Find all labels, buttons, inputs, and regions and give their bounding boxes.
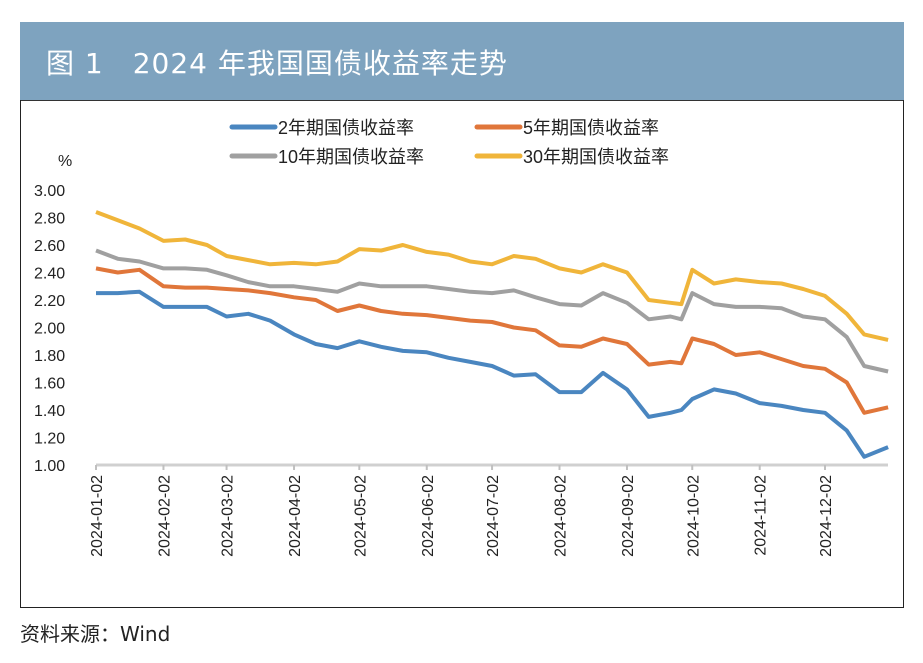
y-unit-label: % [58,153,72,170]
legend: 2年期国债收益率 5年期国债收益率 10年期国债收益率 30年期国债收益率 [229,118,669,167]
y-tick-label: 1.40 [34,403,65,420]
x-tick-label: 2024-07-02 [485,475,502,557]
legend-label: 10年期国债收益率 [278,147,424,167]
x-tick-label: 2024-12-02 [818,475,835,557]
x-tick-label: 2024-09-02 [620,475,637,557]
source-note: 资料来源：Wind [20,622,171,646]
x-axis: 2024-01-02 2024-02-02 2024-03-02 2024-04-02… [89,463,888,557]
y-tick-label: 1.60 [34,376,65,393]
y-tick-label: 2.20 [34,293,65,310]
y-tick-label: 2.80 [34,211,65,228]
chart-frame [20,100,904,608]
x-tick-label: 2024-02-02 [156,475,173,557]
x-tick-label: 2024-08-02 [553,475,570,557]
y-axis: 1.00 1.20 1.40 1.60 1.80 2.00 2.20 2.40 2.60 2.80… [34,183,65,475]
x-tick-label: 2024-11-02 [753,475,770,556]
figure-title: 图 1 2024 年我国国债收益率走势 [46,47,508,80]
y-tick-label: 1.00 [34,458,65,475]
x-tick-label: 2024-06-02 [420,475,437,557]
y-tick-label: 2.40 [34,266,65,283]
y-tick-label: 1.80 [34,348,65,365]
x-tick-label: 2024-04-02 [287,475,304,557]
x-tick-label: 2024-03-02 [220,475,237,557]
series-line-2 [95,266,889,415]
series-line-4 [95,210,889,342]
legend-label: 30年期国债收益率 [523,147,669,167]
series-lines [95,210,889,459]
figure-header: 图 1 2024 年我国国债收益率走势 [20,22,904,101]
y-tick-label: 1.20 [34,431,65,448]
legend-label: 2年期国债收益率 [278,118,414,138]
y-tick-label: 2.00 [34,321,65,338]
x-tick-label: 2024-01-02 [89,475,106,557]
y-tick-label: 3.00 [34,183,65,200]
series-line-1 [96,289,889,459]
y-tick-label: 2.60 [34,238,65,255]
legend-label: 5年期国债收益率 [523,118,659,138]
x-tick-label: 2024-10-02 [685,475,702,557]
x-tick-label: 2024-05-02 [352,475,369,557]
series-line-3 [95,248,889,374]
